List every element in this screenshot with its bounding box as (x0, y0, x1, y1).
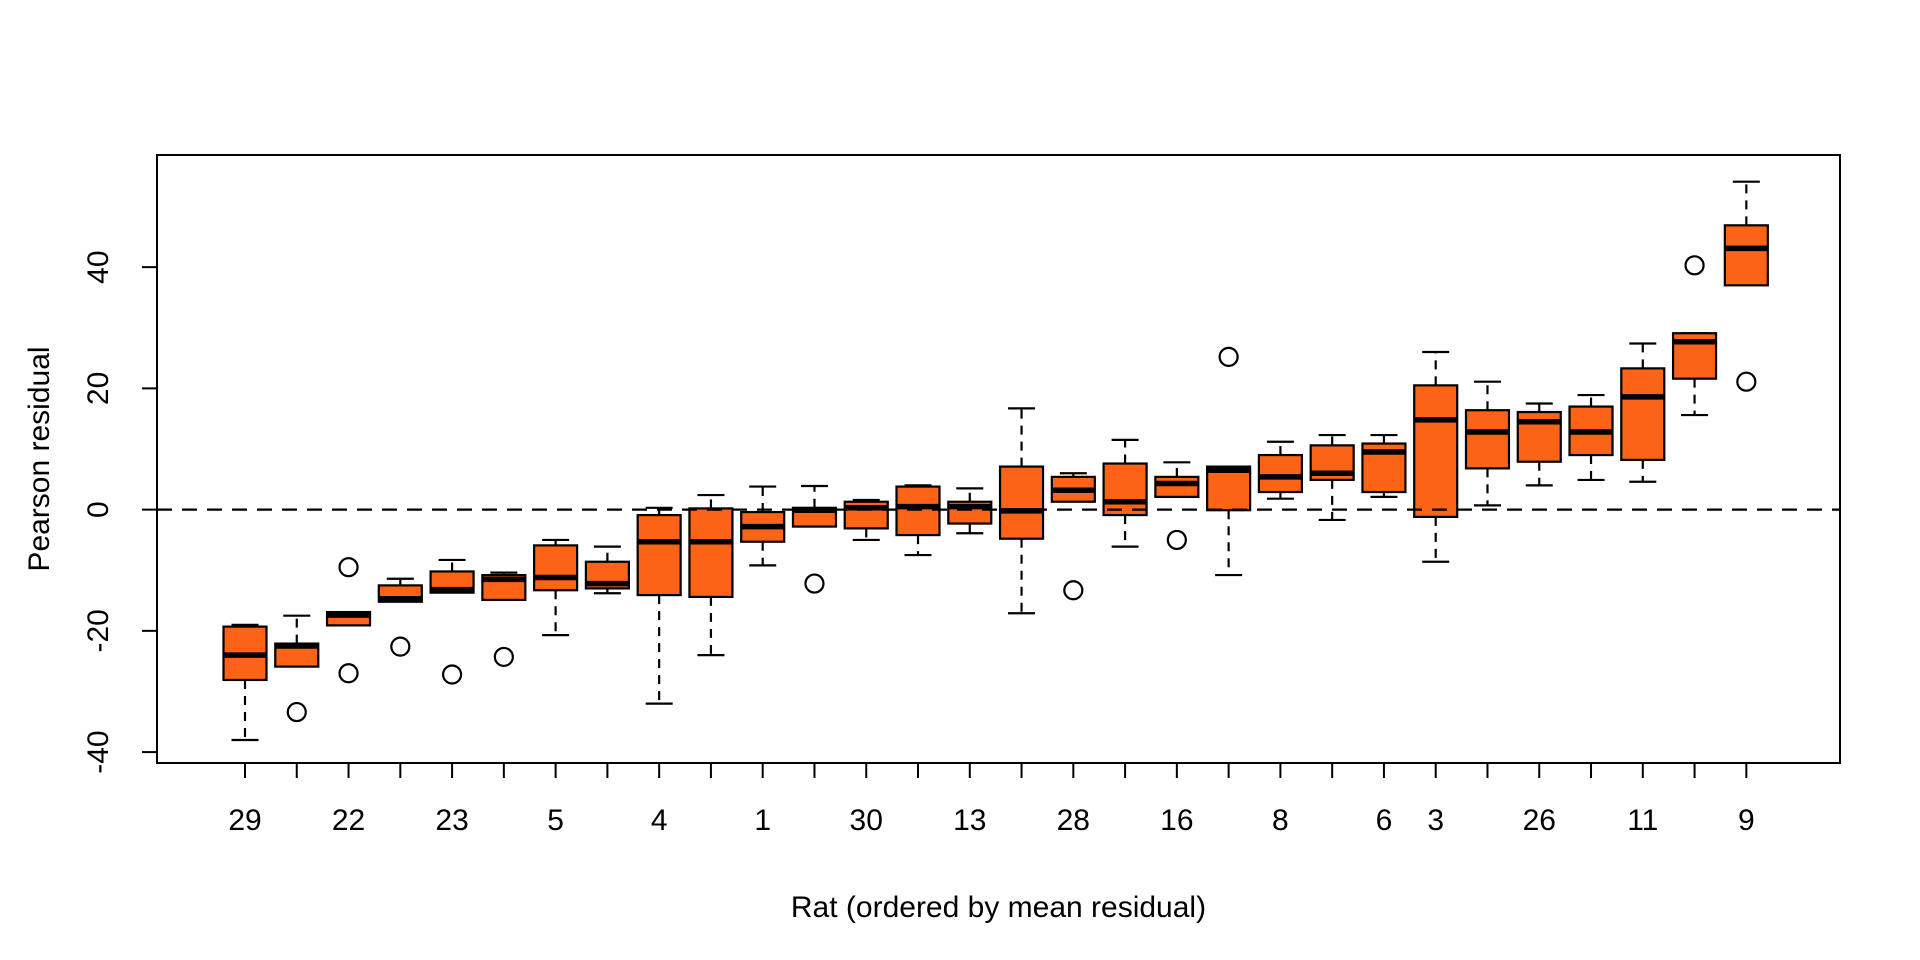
x-tick-label-rat-28: 28 (1057, 804, 1090, 837)
y-tick-label: 20 (82, 372, 115, 405)
x-tick-label-rat-1: 1 (754, 804, 771, 837)
boxplot-group-pos29-outlier (1684, 255, 1705, 276)
boxplot-group-pos18-box (1102, 462, 1148, 517)
boxplot-group-pos20-box (1206, 465, 1252, 512)
x-tick-label-rat-23: 23 (435, 804, 468, 837)
boxplot-group-pos4-outlier (390, 636, 411, 657)
boxplot-group-pos14-box (895, 485, 941, 537)
x-tick-label-rat-26: 26 (1523, 804, 1556, 837)
y-tick-label: 0 (82, 501, 115, 518)
boxplot-group-pos20-outlier (1218, 346, 1239, 367)
x-tick-label-rat-6: 6 (1376, 804, 1393, 837)
boxplot-group-9-box (1723, 224, 1769, 287)
y-tick-label: -40 (82, 730, 115, 773)
boxplot-group-5-box (533, 544, 579, 592)
boxplot-group-16-box (1154, 475, 1200, 498)
plot-border (156, 154, 1841, 764)
boxplot-group-22-outlier (338, 663, 359, 684)
boxplot-group-23-outlier (441, 664, 463, 685)
boxplot-group-3-box (1413, 384, 1459, 518)
x-tick-label-rat-16: 16 (1160, 804, 1193, 837)
boxplot-group-9-outlier (1736, 371, 1757, 392)
y-axis-title: Pearson residual (23, 346, 56, 572)
x-tick-label-rat-9: 9 (1738, 804, 1755, 837)
boxplot-group-28-outlier (1063, 580, 1084, 601)
boxplot-group-22-outlier (338, 557, 359, 578)
boxplot-group-11-box (1620, 367, 1666, 462)
x-tick-label-rat-13: 13 (953, 804, 986, 837)
y-tick-label: -20 (82, 609, 115, 652)
boxplot-group-pos6-outlier (493, 646, 514, 668)
boxplot-group-pos25-box (1464, 409, 1511, 470)
x-tick-label-rat-3: 3 (1427, 804, 1444, 837)
x-tick-label-rat-22: 22 (332, 804, 365, 837)
y-tick-label: 40 (82, 250, 115, 283)
x-axis-title: Rat (ordered by mean residual) (790, 891, 1207, 924)
x-tick-label-rat-5: 5 (547, 804, 564, 837)
boxplot-group-pos2-outlier (286, 701, 307, 723)
boxplot-group-4-box (636, 513, 682, 597)
boxplot-group-16-outlier (1166, 529, 1187, 551)
boxplot-group-8-box (1257, 453, 1304, 494)
boxplot-group-pos12-outlier (804, 573, 825, 594)
x-tick-label-rat-30: 30 (850, 804, 883, 837)
boxplot-group-pos16-box (998, 465, 1045, 540)
x-tick-label-rat-8: 8 (1272, 804, 1289, 837)
x-tick-label-rat-4: 4 (651, 804, 668, 837)
x-tick-label-rat-11: 11 (1627, 804, 1658, 837)
boxplot-group-pos10-box (688, 507, 734, 599)
x-tick-label-rat-29: 29 (228, 804, 261, 837)
